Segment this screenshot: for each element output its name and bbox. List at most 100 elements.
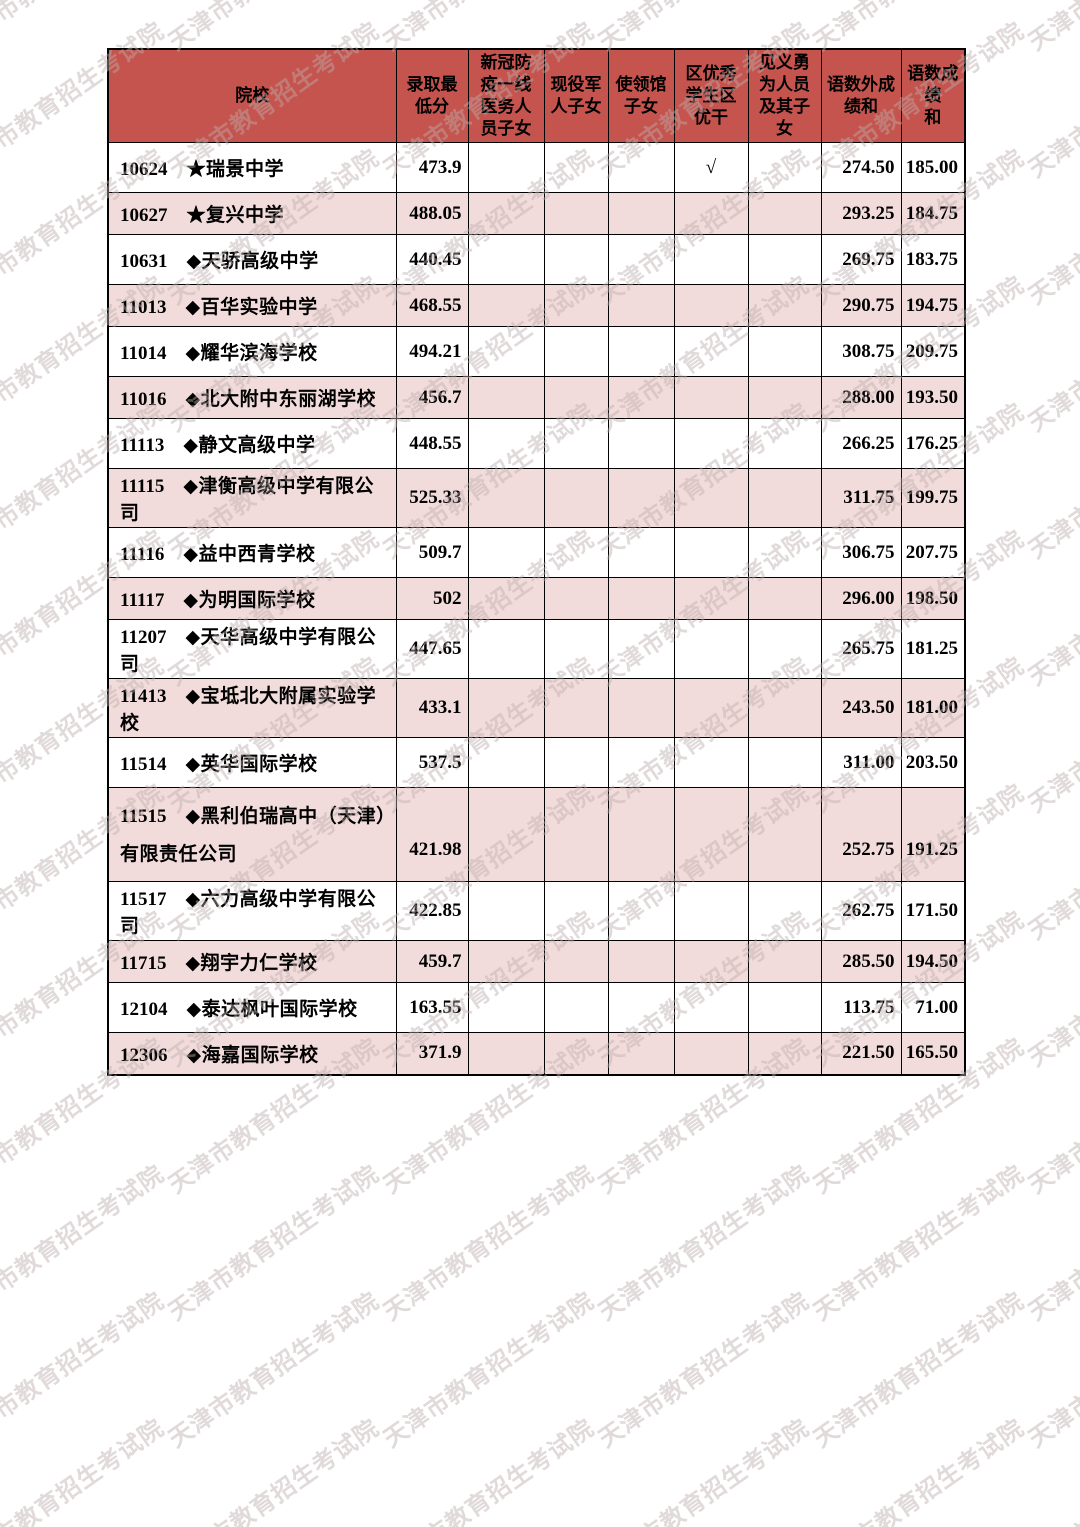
outstanding-student-cell (673, 619, 749, 679)
hero-family-cell (747, 527, 822, 578)
school-code: 12306 (120, 1044, 168, 1066)
cm-sum-cell: 203.50 (900, 737, 966, 788)
covid-medical-cell (467, 678, 545, 738)
table-body: 10624 ★瑞景中学 473.9 √ 274.50 185.00 10627 ★复… (107, 142, 966, 1075)
outstanding-student-cell (673, 326, 749, 377)
embassy-children-cell (607, 418, 675, 469)
min-score-cell: 525.33 (395, 468, 469, 528)
hero-family-cell (747, 678, 822, 738)
min-score-cell: 456.7 (395, 376, 469, 419)
outstanding-student-cell (673, 527, 749, 578)
table-header: 院校 录取最 低分 新冠防 疫一线 医务人 员子女 现役军 人子女 使领馆 子女… (107, 48, 966, 143)
hero-family-cell (747, 326, 822, 377)
table-row: 11013 ◆百华实验中学 468.55 290.75 194.75 (107, 284, 966, 327)
min-score-cell: 447.65 (395, 619, 469, 679)
table-row: 11517 ◆六力高级中学有限公司 422.85 262.75 171.50 (107, 881, 966, 941)
watermark-text: 天津市教育招生考试院 (1024, 272, 1080, 438)
school-code: 10631 (120, 251, 168, 272)
watermark-text: 天津市教育招生考试院 (1024, 399, 1080, 565)
embassy-children-cell (607, 284, 675, 327)
school-name: ◆翔宇力仁学校 (185, 953, 318, 974)
table-row: 11117 ◆为明国际学校 502 296.00 198.50 (107, 577, 966, 620)
military-children-cell (543, 192, 609, 235)
covid-medical-cell (467, 376, 545, 419)
min-score-cell: 422.85 (395, 881, 469, 941)
military-children-cell (543, 418, 609, 469)
covid-medical-cell (467, 881, 545, 941)
school-code: 11113 (120, 435, 165, 456)
school-name: ◆海嘉国际学校 (186, 1044, 319, 1066)
school-code: 11013 (120, 297, 167, 318)
school-cell: 10624 ★瑞景中学 (107, 142, 397, 193)
covid-medical-cell (467, 326, 545, 377)
military-children-cell (543, 284, 609, 327)
watermark-text: 天津市教育招生考试院 (1024, 18, 1080, 184)
cm-sum-cell: 71.00 (900, 982, 966, 1033)
school-name: ◆天骄高级中学 (186, 251, 319, 272)
cme-sum-cell: 288.00 (820, 376, 902, 419)
military-children-cell (543, 376, 609, 419)
cme-sum-cell: 262.75 (820, 881, 902, 941)
watermark-text: 天津市教育招生考试院 (379, 1415, 600, 1527)
outstanding-student-cell (673, 982, 749, 1033)
min-score-cell: 488.05 (395, 192, 469, 235)
school-name: ◆黑利伯瑞高中（天津）有限责任公司 (120, 805, 387, 865)
hero-family-cell (747, 577, 822, 620)
school-name: ◆为明国际学校 (183, 590, 316, 611)
hero-family-cell (747, 376, 822, 419)
school-name: ◆津衡高级中学有限公司 (120, 476, 374, 524)
school-cell: 12306 ◆海嘉国际学校 (107, 1032, 397, 1075)
school-code: 11715 (120, 953, 167, 974)
covid-medical-cell (467, 982, 545, 1033)
header-school: 院校 (107, 48, 397, 143)
hero-family-cell (747, 982, 822, 1033)
watermark-text: 天津市教育招生考试院 (164, 1415, 385, 1527)
school-name: ◆宝坻北大附属实验学校 (120, 686, 377, 734)
covid-medical-cell (467, 619, 545, 679)
covid-medical-cell (467, 940, 545, 983)
watermark-text: 天津市教育招生考试院 (0, 1415, 170, 1527)
embassy-children-cell (607, 881, 675, 941)
school-name: ★复兴中学 (186, 205, 285, 226)
hero-family-cell (747, 468, 822, 528)
header-cm-sum: 语数成绩 和 (900, 48, 966, 143)
watermark-text: 天津市教育招生考试院 (1024, 1415, 1080, 1527)
min-score-cell: 448.55 (395, 418, 469, 469)
min-score-cell: 502 (395, 577, 469, 620)
school-cell: 11207 ◆天华高级中学有限公司 (107, 619, 397, 679)
school-name: ◆六力高级中学有限公司 (120, 889, 377, 937)
watermark-text: 天津市教育招生考试院 (1024, 907, 1080, 1073)
school-name: ◆英华国际学校 (185, 754, 318, 775)
covid-medical-cell (467, 142, 545, 193)
table-row: 10627 ★复兴中学 488.05 293.25 184.75 (107, 192, 966, 235)
table-row: 11514 ◆英华国际学校 537.5 311.00 203.50 (107, 737, 966, 788)
watermark-text: 天津市教育招生考试院 (1024, 653, 1080, 819)
school-cell: 11115 ◆津衡高级中学有限公司 (107, 468, 397, 528)
header-min-score: 录取最 低分 (395, 48, 469, 143)
school-code: 11016 (120, 389, 167, 410)
military-children-cell (543, 940, 609, 983)
watermark-text: 天津市教育招生考试院 (1024, 1288, 1080, 1454)
min-score-cell: 433.1 (395, 678, 469, 738)
header-covid-medical: 新冠防 疫一线 医务人 员子女 (467, 48, 545, 143)
hero-family-cell (747, 940, 822, 983)
outstanding-student-cell (673, 418, 749, 469)
watermark-text: 天津市教育招生考试院 (164, 1288, 385, 1454)
outstanding-student-cell (673, 737, 749, 788)
embassy-children-cell (607, 737, 675, 788)
watermark-text: 天津市教育招生考试院 (1024, 1161, 1080, 1327)
table-row: 10624 ★瑞景中学 473.9 √ 274.50 185.00 (107, 142, 966, 193)
header-cme-sum: 语数外成 绩和 (820, 48, 902, 143)
military-children-cell (543, 468, 609, 528)
school-code: 11116 (120, 544, 165, 565)
header-outstanding-student: 区优秀 学生区 优干 (673, 48, 749, 143)
school-code: 11207 (120, 627, 167, 648)
covid-medical-cell (467, 418, 545, 469)
table-row: 12306 ◆海嘉国际学校 371.9 221.50 165.50 (107, 1032, 966, 1075)
school-code: 11515 (120, 805, 167, 827)
school-name: ◆益中西青学校 (183, 544, 316, 565)
embassy-children-cell (607, 982, 675, 1033)
table-row: 11116 ◆益中西青学校 509.7 306.75 207.75 (107, 527, 966, 578)
school-cell: 11715 ◆翔宇力仁学校 (107, 940, 397, 983)
